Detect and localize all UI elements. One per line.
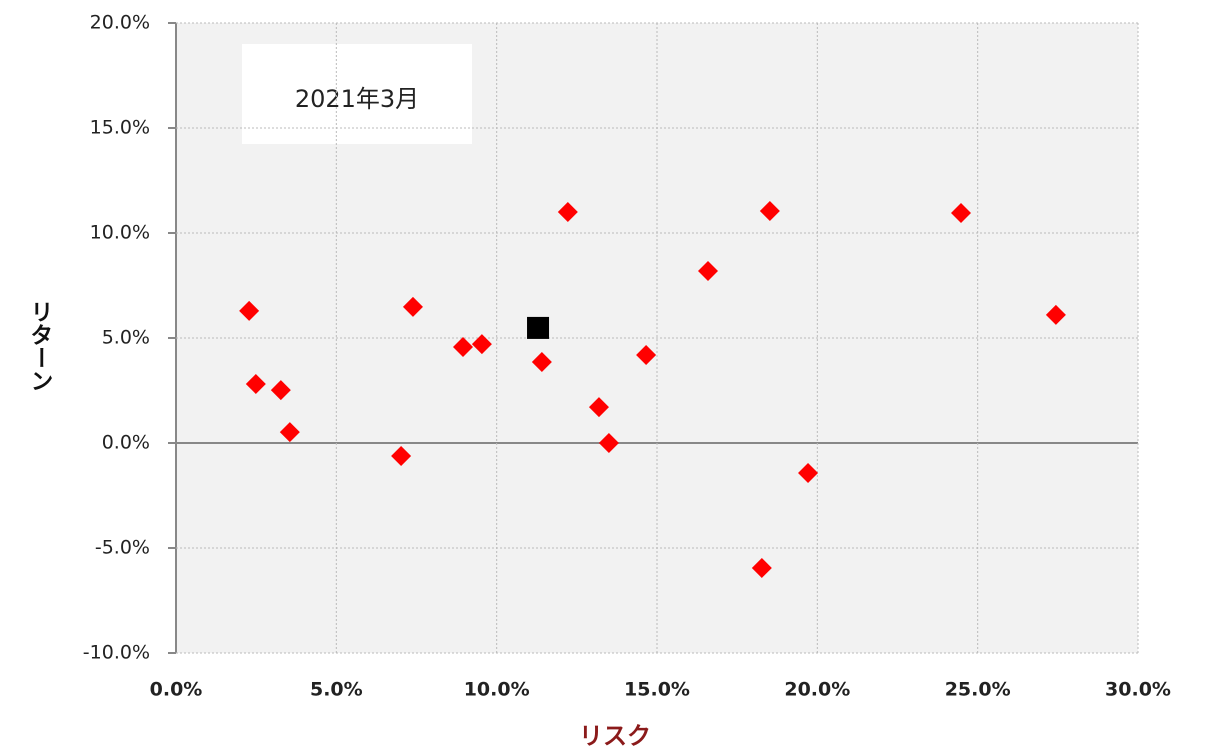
x-tick-label: 15.0% — [624, 679, 690, 701]
point — [452, 337, 473, 358]
y-tick-label: 0.0% — [102, 432, 150, 454]
x-tick-label: 25.0% — [945, 679, 1011, 701]
point — [245, 373, 266, 394]
x-axis-label: リスク — [579, 722, 651, 750]
point — [598, 433, 619, 453]
point — [751, 557, 772, 578]
annotation: 2021年3月 — [295, 85, 419, 113]
annotation-box — [242, 44, 472, 144]
y-tick-label: 15.0% — [90, 117, 150, 139]
point — [239, 300, 260, 321]
point — [531, 351, 552, 372]
x-tick-label: 30.0% — [1105, 679, 1171, 701]
y-tick-label: -10.0% — [83, 642, 150, 664]
y-tick-label: 10.0% — [90, 222, 150, 244]
x-tick-label: 10.0% — [464, 679, 530, 701]
point — [759, 200, 780, 221]
x-tick-label: 0.0% — [150, 679, 203, 701]
point — [279, 422, 300, 443]
point — [697, 261, 718, 282]
y-axis-label: リターン — [26, 300, 52, 392]
point — [471, 334, 492, 355]
point — [950, 203, 971, 224]
point — [402, 296, 423, 317]
point — [557, 202, 578, 222]
y-tick-label: -5.0% — [95, 537, 150, 559]
point — [798, 463, 819, 484]
point — [1045, 304, 1066, 325]
x-tick-label: 5.0% — [310, 679, 363, 701]
y-tick-label: 20.0% — [90, 12, 150, 34]
point — [636, 345, 657, 366]
point — [270, 380, 291, 401]
x-tick-label: 20.0% — [784, 679, 850, 701]
point — [391, 446, 412, 467]
y-tick-label: 5.0% — [102, 327, 150, 349]
point — [588, 397, 609, 418]
point — [527, 316, 550, 339]
